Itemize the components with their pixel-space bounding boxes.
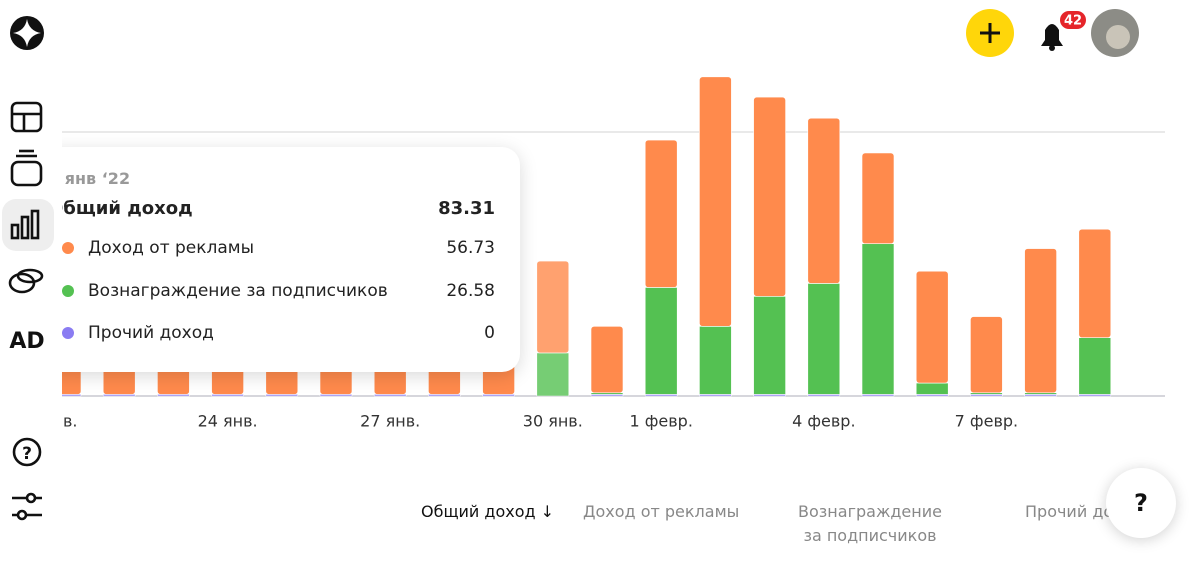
tooltip-value: 0 — [484, 323, 495, 343]
tooltip-total-row: Общий доход 83.31 — [48, 196, 495, 220]
bar-segment — [915, 270, 949, 384]
bar-segment — [699, 76, 732, 327]
x-tick-label: 7 февр. — [955, 412, 1018, 431]
bar-segment — [861, 152, 895, 245]
add-icon — [980, 23, 1000, 43]
bell-clapper — [1049, 45, 1055, 51]
notification-count: 42 — [1064, 14, 1082, 29]
tooltip-value: 26.58 — [446, 280, 495, 301]
tooltip-value: 56.73 — [446, 238, 495, 258]
top-bar: 42 — [966, 9, 1139, 57]
legend-dot — [62, 284, 74, 297]
bar-segment — [807, 117, 841, 284]
legend-label: Вознаграждение за подписчиков — [88, 280, 388, 301]
x-tick-label: 30 янв. — [523, 412, 583, 431]
logo-star — [13, 19, 41, 47]
tooltip-date: 0 янв ‘22 — [48, 169, 131, 188]
bar-segment — [970, 316, 1003, 394]
tooltip: 0 янв ‘22 Общий доход 83.31 Доход от рек… — [40, 147, 520, 372]
x-tick-label: 24 янв. — [198, 412, 258, 431]
bar-segment — [699, 326, 732, 395]
bar-segment — [536, 260, 570, 354]
bar-segment — [1078, 337, 1112, 395]
bar-segment — [644, 139, 678, 288]
tooltip-row: Прочий доход 0 — [48, 321, 495, 345]
legend-dot — [62, 242, 74, 254]
help-button[interactable]: ? — [1106, 468, 1176, 538]
bar-segment — [644, 287, 678, 395]
bar-segment — [1024, 248, 1057, 394]
avatar-detail — [1106, 25, 1130, 49]
bar-segment — [807, 283, 841, 395]
x-tick-label: 4 февр. — [792, 412, 855, 431]
bar-segment — [590, 326, 624, 394]
tab-label: Общий доход — [421, 502, 536, 521]
tooltip-row: Вознаграждение за подписчиков 26.58 — [48, 279, 495, 303]
tab-subs[interactable]: Вознаграждение за подписчиков — [798, 502, 942, 545]
ad-label[interactable]: AD — [9, 329, 44, 354]
nav-icons[interactable] — [10, 101, 43, 187]
bar-segment — [1078, 228, 1112, 338]
tooltip-total: 83.31 — [438, 197, 495, 219]
legend-label: Прочий доход — [88, 323, 214, 343]
bar-segment — [861, 243, 895, 395]
sidebar-icons: AD ? — [2, 16, 54, 521]
bar-segment — [753, 296, 786, 395]
help-icon-mark: ? — [22, 444, 32, 464]
x-tick-label: 1 февр. — [629, 412, 692, 431]
badge — [1060, 11, 1086, 29]
sidebar: AD ? — [0, 0, 62, 563]
bar-segment — [753, 96, 786, 297]
x-tick-label: 27 янв. — [360, 412, 420, 431]
legend-label: Доход от рекламы — [88, 238, 255, 258]
tooltip-total-label: Общий доход — [48, 197, 193, 219]
tab-total[interactable]: Общий доход ↓ — [421, 502, 555, 521]
tab-ads[interactable]: Доход от рекламы — [583, 502, 740, 521]
tooltip-row: Доход от рекламы 56.73 — [48, 236, 495, 260]
legend-dot — [62, 327, 74, 339]
bar-segment — [536, 352, 570, 397]
bar-segment — [915, 382, 949, 395]
nav-icons[interactable] — [8, 209, 44, 521]
bell[interactable] — [1041, 24, 1063, 46]
